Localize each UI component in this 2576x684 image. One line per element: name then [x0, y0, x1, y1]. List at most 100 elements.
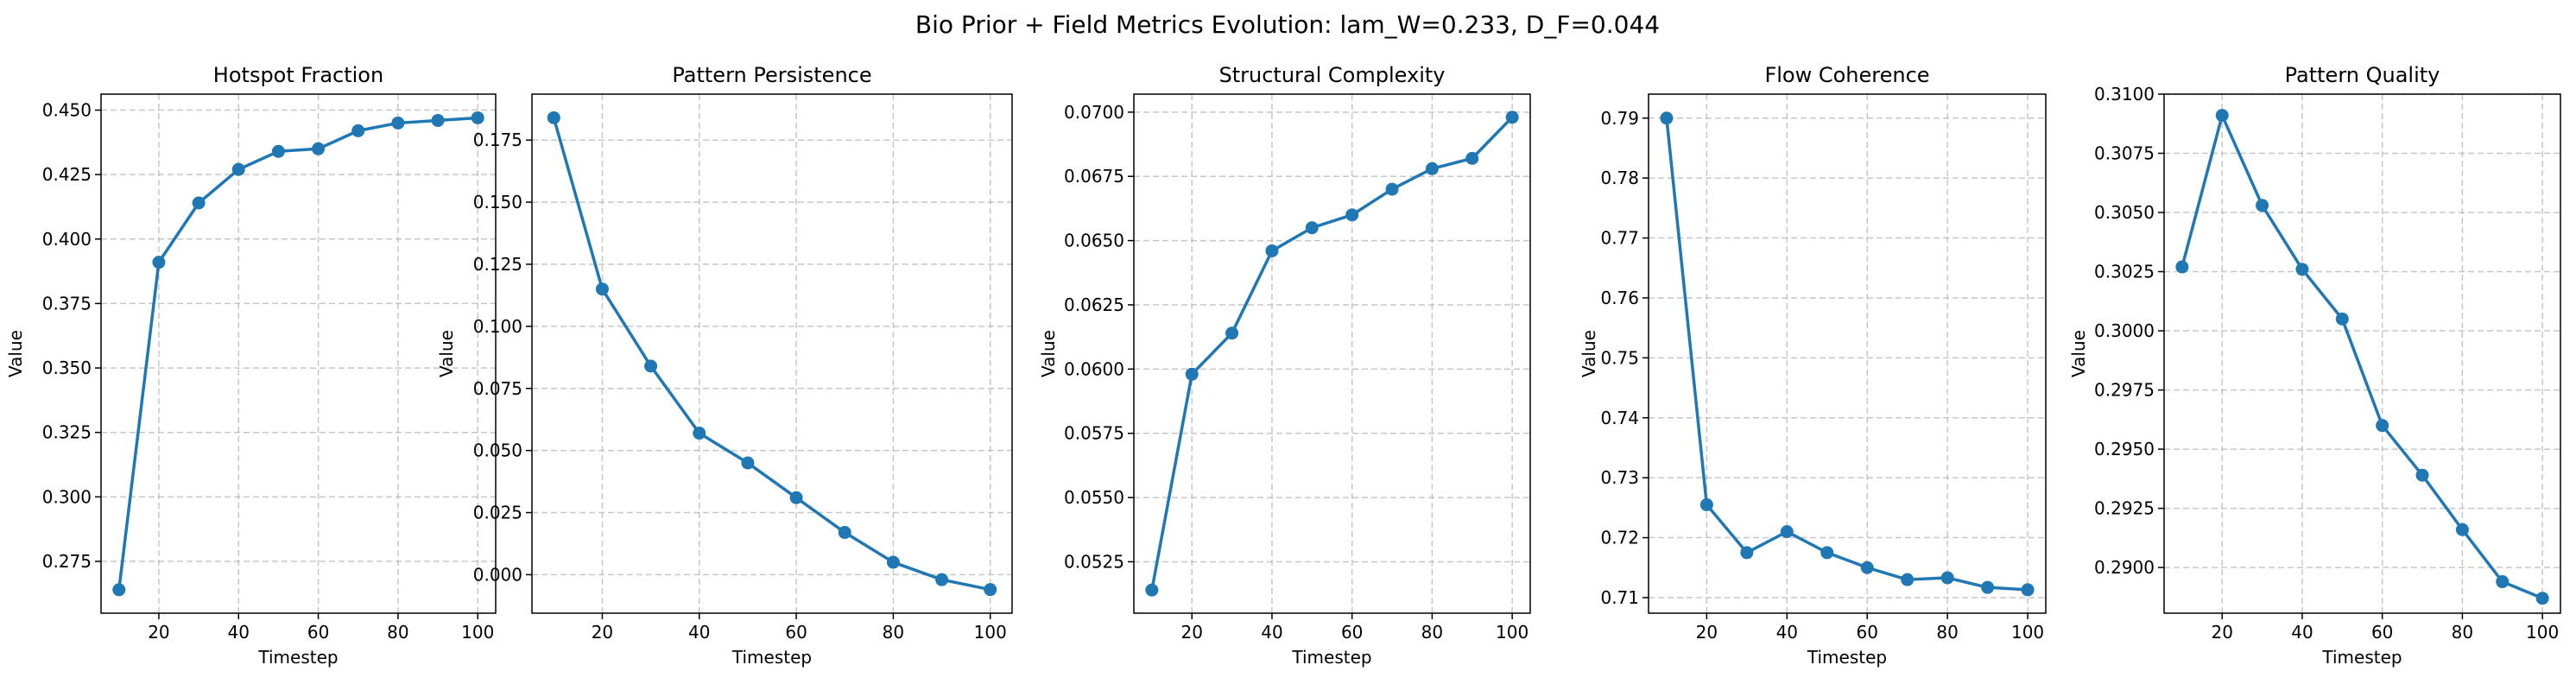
- series-line: [117, 116, 479, 592]
- x-tick-label: 60: [1857, 622, 1878, 643]
- data-point: [741, 456, 755, 470]
- subplots: 20 40 60 80 100 0.275 0.300 0.325 0.350 0.375 0.40…: [5, 63, 2561, 668]
- x-axis-label: Timestep: [2321, 647, 2402, 668]
- data-point: [1185, 367, 1199, 381]
- axes-frame: [1648, 93, 2047, 614]
- y-tick-label: 0.78: [1600, 168, 1639, 188]
- y-tick-label: 0.2950: [2094, 439, 2155, 459]
- data-point: [838, 526, 851, 540]
- data-point: [886, 555, 900, 569]
- x-tick-label: 20: [148, 622, 169, 643]
- data-point: [471, 111, 484, 124]
- x-tick-label: 20: [592, 622, 613, 643]
- series-line: [2180, 113, 2544, 600]
- y-tick-label: 0.025: [473, 503, 522, 523]
- data-point: [1425, 162, 1439, 175]
- x-tick-label: 40: [228, 622, 250, 643]
- y-tick-label: 0.300: [42, 486, 92, 507]
- y-tick-label: 0.075: [473, 378, 522, 399]
- y-tick-label: 0.76: [1600, 288, 1639, 308]
- x-tick-label: 100: [461, 622, 494, 643]
- y-tick-label: 0.3000: [2094, 320, 2155, 341]
- data-point: [271, 144, 285, 158]
- data-point: [595, 282, 609, 296]
- y-tick-label: 0.450: [42, 100, 92, 121]
- y-tick-label: 0.79: [1600, 108, 1639, 129]
- y-axis-label: Value: [2068, 330, 2089, 377]
- y-tick-label: 0.0625: [1064, 294, 1124, 315]
- series-line: [1150, 116, 1514, 592]
- data-point: [1699, 497, 1713, 511]
- y-tick-label: 0.0675: [1064, 166, 1124, 187]
- y-tick-label: 0.325: [42, 422, 92, 443]
- data-point: [1225, 326, 1239, 340]
- axes-frame: [100, 93, 497, 614]
- data-point: [2021, 583, 2035, 597]
- data-point: [312, 142, 326, 155]
- y-axis-label: Value: [1038, 330, 1059, 377]
- subplot-3: 20 40 60 80 100 0.0525 0.0550 0.0575 0.0600 0.062…: [1038, 63, 1531, 668]
- y-tick-label: 0.3075: [2094, 143, 2155, 164]
- data-point: [1981, 580, 1995, 594]
- axes-frame: [2163, 93, 2561, 614]
- data-point: [2175, 260, 2189, 274]
- data-point: [1660, 111, 1674, 125]
- data-point: [1305, 221, 1319, 235]
- y-tick-label: 0.71: [1600, 587, 1639, 608]
- y-tick-label: 0.77: [1600, 228, 1639, 249]
- data-point: [112, 583, 126, 597]
- data-point: [1820, 546, 1834, 560]
- x-tick-label: 100: [2011, 622, 2044, 643]
- y-tick-label: 0.0525: [1064, 551, 1124, 572]
- y-tick-label: 0.3050: [2094, 202, 2155, 223]
- data-point: [644, 359, 658, 373]
- y-tick-label: 0.0575: [1064, 423, 1124, 444]
- y-axis-label: Value: [5, 330, 26, 377]
- data-point: [2295, 263, 2309, 276]
- y-tick-label: 0.75: [1600, 347, 1639, 368]
- y-tick-label: 0.175: [473, 130, 522, 150]
- y-tick-label: 0.150: [473, 192, 522, 212]
- y-tick-label: 0.0650: [1064, 231, 1124, 251]
- x-tick-label: 80: [1421, 622, 1443, 643]
- y-tick-label: 0.425: [42, 164, 92, 185]
- y-tick-label: 0.3100: [2094, 84, 2155, 104]
- data-point: [2535, 592, 2549, 605]
- y-tick-label: 0.400: [42, 229, 92, 250]
- data-point: [1465, 151, 1479, 165]
- subplot-title: Pattern Quality: [2285, 63, 2440, 87]
- x-tick-label: 80: [1936, 622, 1958, 643]
- y-tick-label: 0.74: [1600, 408, 1639, 428]
- x-tick-label: 60: [2371, 622, 2393, 643]
- x-tick-label: 40: [1776, 622, 1798, 643]
- data-point: [1901, 573, 1915, 586]
- x-tick-label: 60: [307, 622, 329, 643]
- data-point: [391, 116, 405, 130]
- data-point: [2335, 312, 2349, 326]
- data-point: [351, 124, 365, 137]
- y-tick-label: 0.000: [473, 564, 522, 585]
- data-point: [547, 111, 560, 124]
- data-point: [693, 427, 706, 440]
- data-point: [935, 573, 949, 586]
- data-point: [231, 162, 245, 176]
- subplot-title: Pattern Persistence: [672, 63, 871, 87]
- figure-suptitle: Bio Prior + Field Metrics Evolution: lam…: [915, 10, 1660, 39]
- y-tick-label: 0.375: [42, 293, 92, 314]
- data-point: [1385, 182, 1399, 196]
- data-point: [1740, 546, 1754, 560]
- x-tick-label: 20: [1181, 622, 1203, 643]
- subplot-4: 20 40 60 80 100 0.71 0.72 0.73 0.74 0.75 0.76 0.77 0…: [1579, 63, 2047, 668]
- y-tick-label: 0.0550: [1064, 487, 1124, 508]
- y-tick-label: 0.2925: [2094, 498, 2155, 519]
- y-tick-label: 0.275: [42, 551, 92, 572]
- y-tick-label: 0.2900: [2094, 557, 2155, 578]
- data-point: [984, 583, 997, 597]
- data-point: [2215, 109, 2229, 123]
- data-point: [2496, 575, 2510, 589]
- axes-frame: [1133, 93, 1531, 614]
- x-axis-label: Timestep: [257, 647, 338, 668]
- x-tick-label: 20: [1696, 622, 1718, 643]
- x-tick-label: 40: [688, 622, 710, 643]
- x-axis-label: Timestep: [1291, 647, 1371, 668]
